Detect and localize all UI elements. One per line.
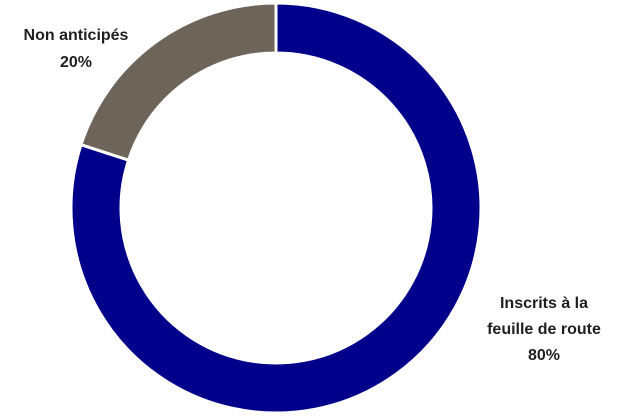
donut-slice-1: [79, 1, 278, 162]
slice-value-inscrits: 80%: [528, 347, 560, 364]
slice-label-non-anticipes: Non anticipés: [24, 27, 129, 44]
donut-slice-0: [69, 1, 483, 415]
donut-slices: [69, 1, 483, 415]
slice-label-inscrits-line-2: feuille de route: [487, 321, 601, 338]
slice-label-inscrits-line-1: Inscrits à la: [500, 295, 588, 312]
slice-value-non-anticipes: 20%: [60, 54, 92, 71]
